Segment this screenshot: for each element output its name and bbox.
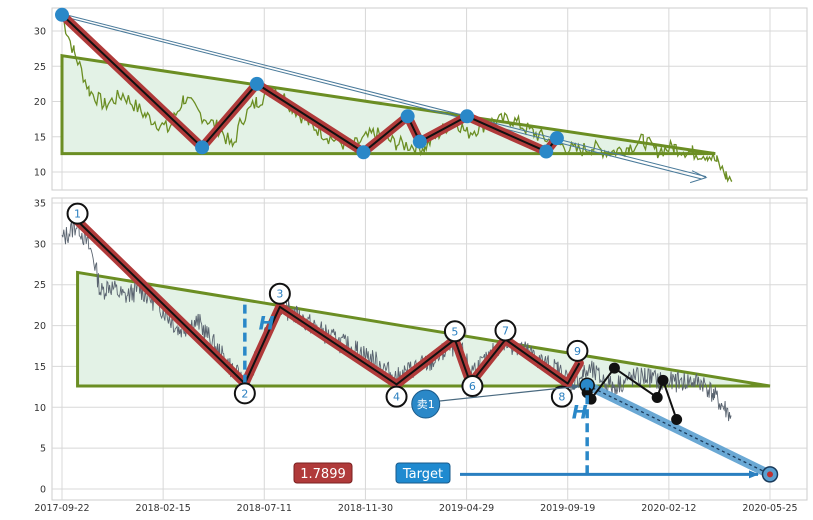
bottom-y-tick-labels: 0 5 10 15 20 25 30 35 xyxy=(34,199,46,496)
wave-circle xyxy=(268,282,291,305)
top-pivot-point xyxy=(539,144,554,159)
bottom-y-tick: 20 xyxy=(34,321,46,332)
wave-circle xyxy=(385,385,408,408)
wave-labels: 1 2 3 4 5 6 7 8 9 xyxy=(66,202,589,408)
target-label-box xyxy=(395,462,451,484)
wave-circle xyxy=(566,339,589,362)
wave-number: 3 xyxy=(276,288,283,301)
bottom-y-tick: 10 xyxy=(34,403,46,414)
target-label: Target xyxy=(402,467,443,482)
bottom-x-tick: 2019-09-19 xyxy=(540,503,595,514)
top-pivot-point xyxy=(55,7,69,22)
bottom-x-tick: 2019-04-29 xyxy=(439,503,494,514)
bottom-y-tick: 25 xyxy=(34,280,46,291)
wave-number: 7 xyxy=(502,324,509,337)
wave-circle xyxy=(550,385,573,408)
top-y-tick: 25 xyxy=(34,62,46,73)
bottom-y-tick: 15 xyxy=(34,362,46,373)
projection-dashed xyxy=(586,384,771,475)
top-y-tick: 10 xyxy=(34,168,46,179)
top-pivot-point xyxy=(195,140,210,155)
bottom-y-tick: 35 xyxy=(34,199,46,210)
bottom-y-tick: 0 xyxy=(40,485,46,496)
forecast-path xyxy=(581,362,683,426)
target-value-box xyxy=(293,462,353,484)
wave-circle xyxy=(461,375,484,398)
bottom-x-tick: 2020-05-25 xyxy=(742,503,797,514)
sell-arrow xyxy=(439,383,581,402)
wave-circle xyxy=(494,319,517,342)
bottom-price-line xyxy=(61,215,732,422)
wave-number: 8 xyxy=(558,391,565,404)
forecast-point xyxy=(608,362,620,374)
bottom-x-tick-labels: 2017-09-22 2018-02-15 2018-07-11 2018-11-30… xyxy=(34,503,797,514)
top-pivot-points xyxy=(55,7,564,160)
forecast-point xyxy=(657,374,669,386)
top-pivot-point xyxy=(356,145,371,160)
top-pivot-point xyxy=(400,109,415,124)
wave-circle xyxy=(66,202,89,225)
sell-signal: 卖1 xyxy=(411,383,581,419)
top-y-tick: 20 xyxy=(34,97,46,108)
top-pivot-point xyxy=(412,134,427,149)
target-value-label: 1.7899 xyxy=(300,467,346,482)
top-pivot-point xyxy=(249,76,264,91)
bottom-x-tick: 2020-02-12 xyxy=(641,503,696,514)
top-y-tick-labels: 10 15 20 25 30 xyxy=(34,27,46,179)
h-label: H xyxy=(259,312,275,334)
wave-number: 9 xyxy=(574,345,581,358)
wave-number: 5 xyxy=(451,325,458,338)
top-pivot-point xyxy=(549,131,564,146)
top-y-tick: 30 xyxy=(34,27,46,38)
top-panel: 10 15 20 25 30 xyxy=(34,7,808,191)
top-price-line xyxy=(61,13,733,183)
target-point-inner xyxy=(767,471,773,478)
wave-number: 4 xyxy=(393,391,400,404)
sell-label: 卖1 xyxy=(417,398,435,411)
wave-number: 1 xyxy=(74,208,81,221)
h-height-markers: HH xyxy=(243,299,589,475)
bottom-triangle-pattern xyxy=(76,270,771,388)
bottom-x-tick: 2018-02-15 xyxy=(136,503,191,514)
bottom-x-tick: 2018-11-30 xyxy=(338,503,393,514)
forecast-point xyxy=(671,414,683,426)
bottom-y-tick: 30 xyxy=(34,239,46,250)
target-annotation: Target 1.7899 xyxy=(293,462,779,484)
bottom-y-tick: 5 xyxy=(40,444,46,455)
bottom-x-tick: 2018-07-11 xyxy=(237,503,292,514)
trend-arrow-head xyxy=(689,170,708,184)
wave-number: 6 xyxy=(469,380,476,393)
top-trend-arrow xyxy=(61,13,708,184)
h-label: H xyxy=(572,401,588,423)
sell-circle xyxy=(411,389,441,419)
wave-number: 2 xyxy=(241,387,248,400)
top-y-tick: 15 xyxy=(34,132,46,143)
forecast-point xyxy=(651,391,663,403)
top-pivot-point xyxy=(460,109,475,124)
top-triangle-pattern xyxy=(60,53,716,156)
wave-circle xyxy=(443,320,466,343)
bottom-x-tick: 2017-09-22 xyxy=(34,503,89,514)
wave-circle xyxy=(233,382,256,405)
trend-arrow-line-a xyxy=(61,13,707,178)
trend-arrow-line-b xyxy=(61,15,703,180)
